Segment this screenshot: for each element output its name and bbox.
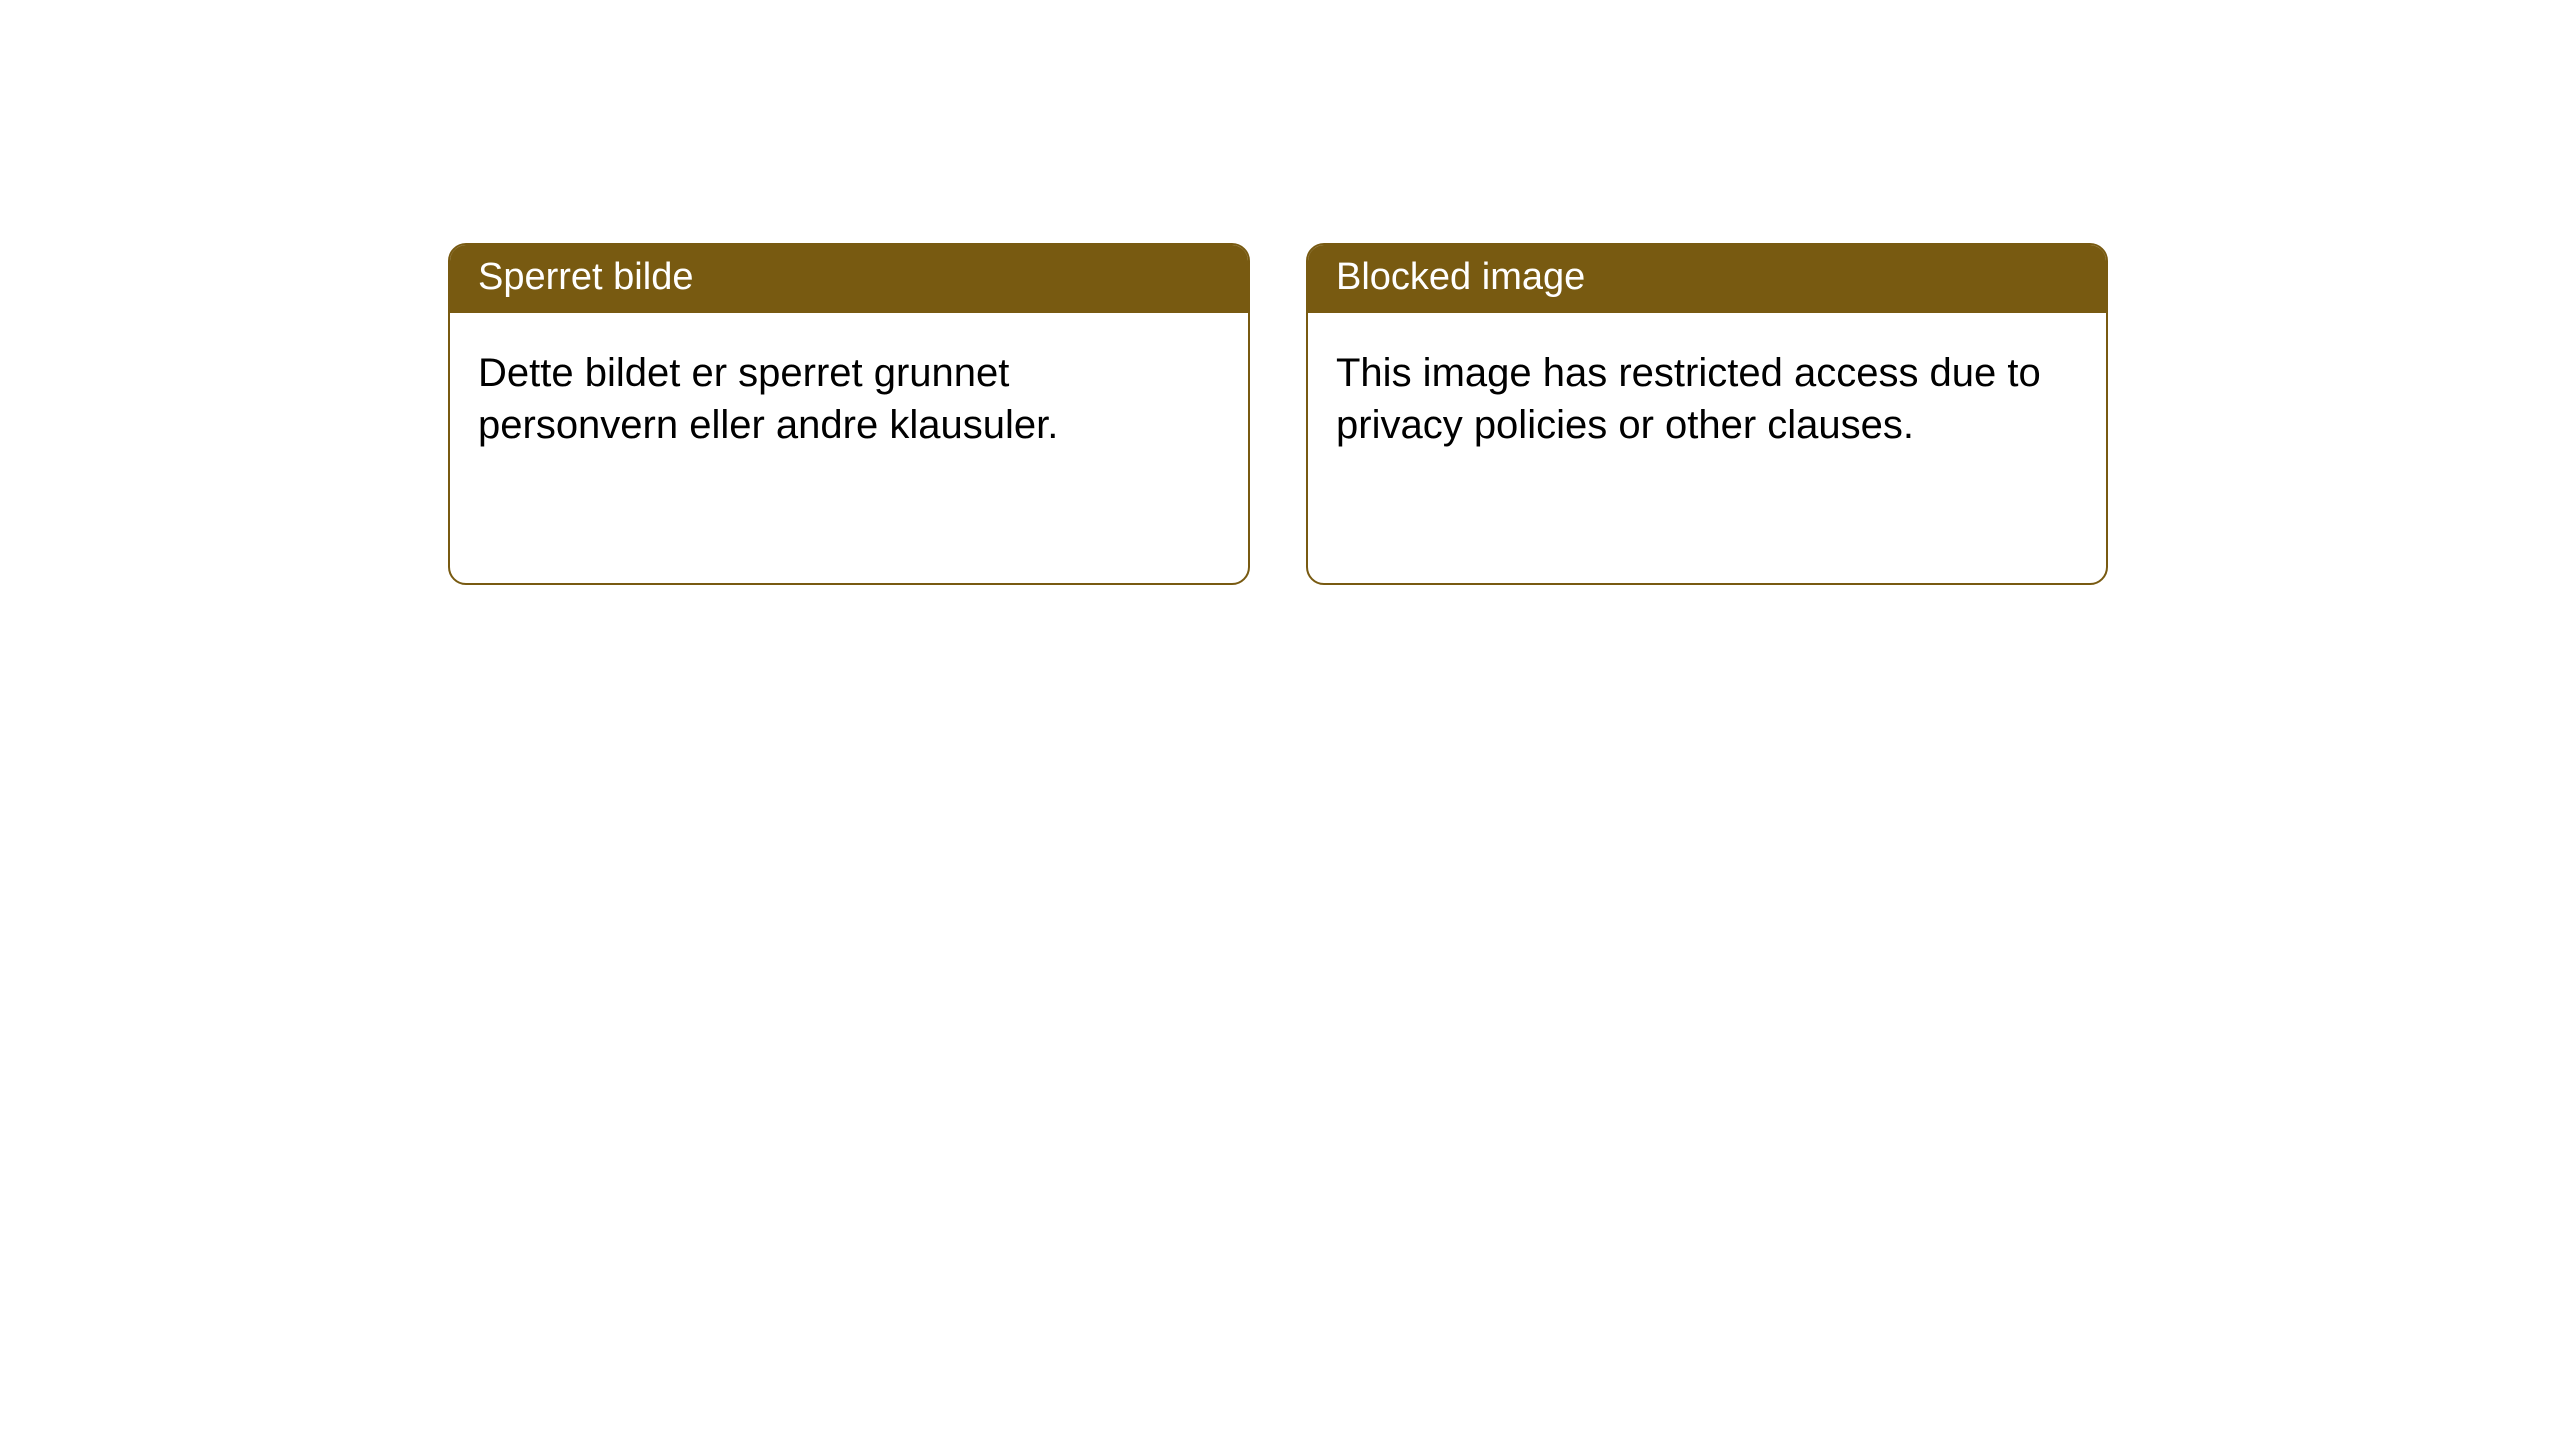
notice-body: Dette bildet er sperret grunnet personve… (450, 313, 1248, 583)
notice-header: Sperret bilde (450, 245, 1248, 313)
notice-card-english: Blocked image This image has restricted … (1306, 243, 2108, 585)
notice-container: Sperret bilde Dette bildet er sperret gr… (0, 0, 2560, 585)
notice-card-norwegian: Sperret bilde Dette bildet er sperret gr… (448, 243, 1250, 585)
notice-header: Blocked image (1308, 245, 2106, 313)
notice-body: This image has restricted access due to … (1308, 313, 2106, 583)
